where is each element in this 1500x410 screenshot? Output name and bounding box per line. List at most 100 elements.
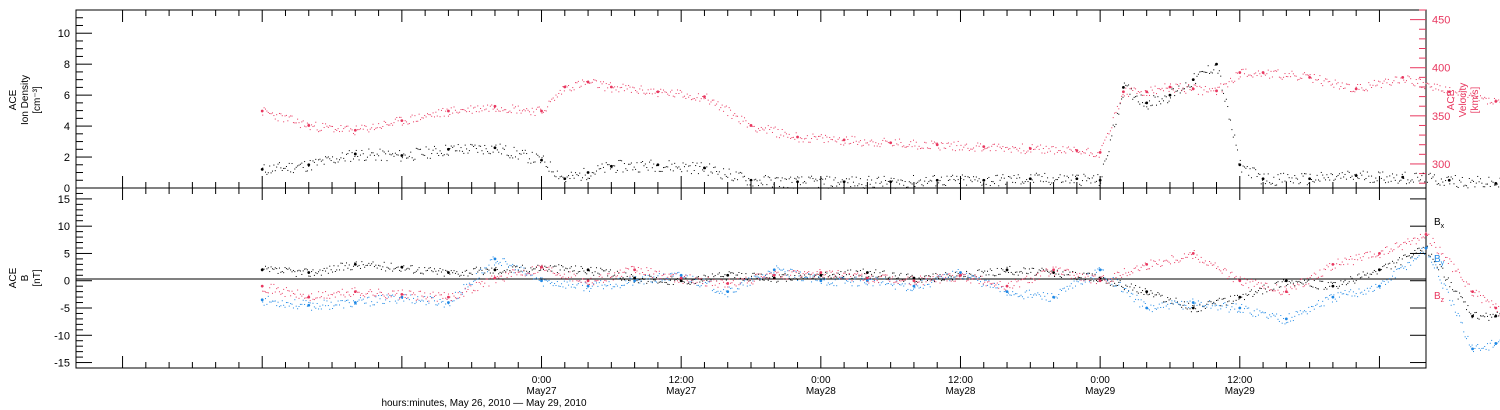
velocity-sample [316,129,318,131]
by-sample [492,256,494,258]
density-sample [632,169,634,171]
velocity-sample [1020,152,1022,154]
by-sample [756,275,758,277]
bx-sample [1283,279,1285,281]
bz-sample [447,293,449,295]
by-sample [269,301,271,303]
density-sample [994,183,995,185]
velocity-sample [274,118,276,120]
bz-sample [459,297,461,299]
by-sample [1355,293,1357,295]
density-sample [783,186,785,188]
velocity-sample [1252,76,1254,78]
velocity-sample [341,130,343,132]
bx-sample [636,280,638,282]
bx-sample [873,272,875,274]
by-sample [1114,285,1116,287]
bx-sample [1361,276,1363,278]
velocity-point [540,109,543,113]
density-sample [1304,173,1306,175]
bz-sample [552,272,554,274]
bz-sample [906,278,908,280]
by-sample [1178,303,1180,305]
bx-sample [563,269,565,271]
velocity-sample [734,113,736,115]
bx-sample [265,265,266,267]
bx-sample [364,266,366,268]
by-point [819,279,823,283]
velocity-sample [584,83,586,85]
density-sample [825,178,827,180]
bz-sample [383,295,385,297]
bx-sample [869,271,871,273]
bz-sample [777,271,779,273]
bx-sample [676,278,678,280]
bz-sample [864,279,866,281]
bz-sample [816,271,818,273]
bx-sample [1206,303,1208,305]
x-tick-label-date: May27 [527,386,557,397]
bx-sample [629,280,631,282]
bz-sample [845,278,847,280]
by-sample [576,284,578,286]
velocity-sample [633,87,635,89]
density-sample [1220,75,1222,77]
density-sample [1040,180,1042,182]
bz-sample [769,273,771,275]
velocity-sample [724,106,726,108]
density-sample [1003,177,1005,179]
density-sample [1419,179,1421,181]
velocity-sample [347,125,349,127]
velocity-sample [1079,151,1081,153]
bx-sample [1023,267,1025,269]
by-sample [499,261,501,263]
bx-sample [1248,294,1250,296]
bz-sample [346,291,347,293]
bx-sample [864,273,866,275]
density-sample [1162,100,1164,102]
density-sample [355,149,357,151]
bz-sample [818,273,820,275]
velocity-sample [921,147,923,149]
bz-sample [681,278,683,280]
bx-sample [1256,292,1258,294]
velocity-sample [614,86,616,88]
bx-sample [1084,279,1086,281]
velocity-sample [825,134,827,136]
bz-sample [541,264,543,266]
velocity-sample [573,89,575,91]
bx-sample [357,265,359,267]
velocity-sample [271,112,273,114]
velocity-sample [417,120,419,122]
bx-sample [1211,303,1213,305]
bz-sample [735,285,737,287]
velocity-sample [1093,156,1095,158]
by-sample [547,280,549,282]
bx-sample [481,269,483,271]
by-sample [1185,304,1187,306]
velocity-sample [1330,84,1332,86]
velocity-sample [608,84,610,86]
bx-sample [1404,254,1406,256]
by-sample [1473,351,1475,353]
bx-sample [1311,285,1313,287]
density-sample [1336,176,1338,178]
bx-sample [540,269,542,271]
bx-sample [534,268,536,270]
density-sample [724,174,726,176]
by-sample [848,278,850,280]
velocity-sample [1248,74,1250,76]
bx-sample [1351,277,1353,279]
bx-sample [1301,282,1303,284]
velocity-sample [911,146,913,148]
velocity-sample [1372,84,1374,86]
bx-sample [358,264,360,266]
by-sample [378,295,380,297]
bx-sample [894,275,896,277]
density-sample [277,163,279,165]
density-sample [826,175,828,177]
density-sample [679,168,681,170]
bz-sample [908,283,910,285]
velocity-sample [847,138,849,140]
density-sample [491,145,493,147]
